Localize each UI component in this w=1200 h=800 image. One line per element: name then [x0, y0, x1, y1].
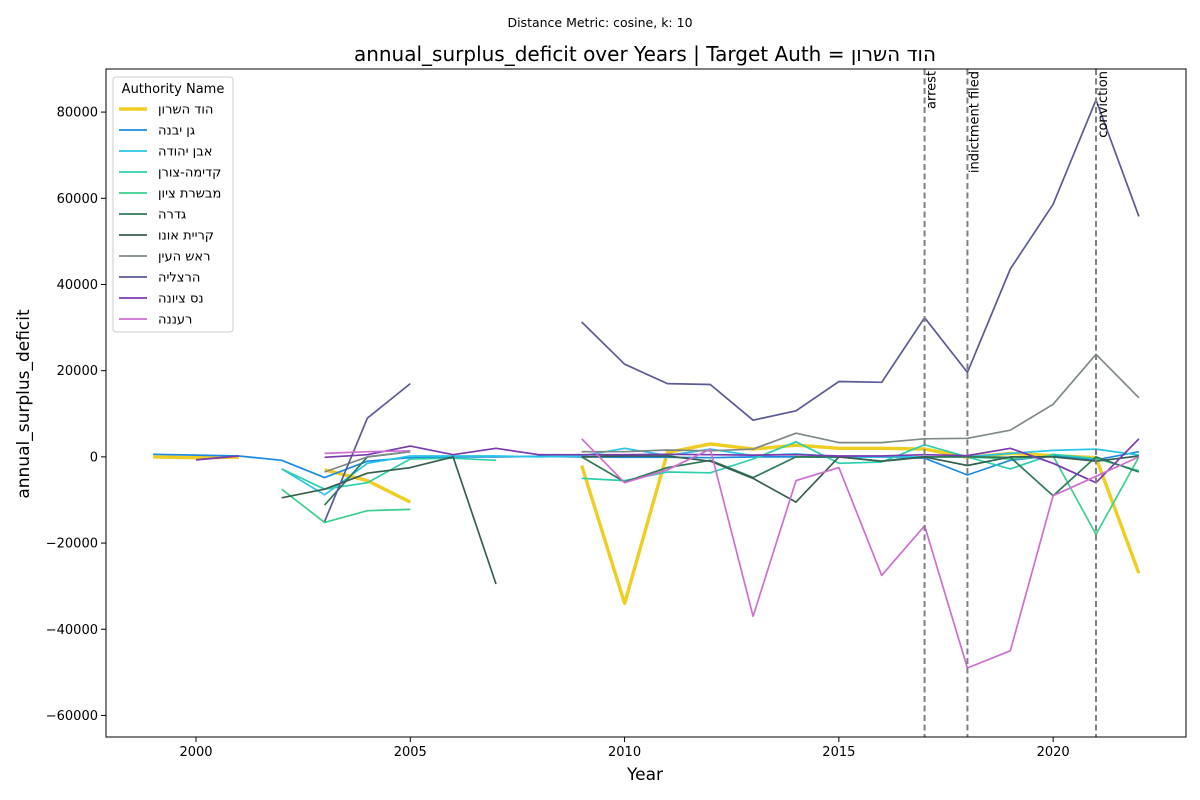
legend-label-1: גן יבנה	[158, 124, 195, 139]
legend-label-3: קדימה-צורן	[158, 166, 221, 181]
y-tick-label-3: 0	[90, 450, 98, 465]
plot-area: arrest indictment filed conviction 2000 2005…	[46, 68, 1187, 760]
event-label-0: arrest	[925, 71, 940, 109]
y-axis-label: annual_surplus_deficit	[14, 309, 34, 499]
series-line-4	[281, 455, 1140, 536]
legend-label-2: אבן יהודה	[158, 145, 212, 160]
x-tick-label-4: 2020	[1037, 745, 1070, 760]
y-tick-label-2: −20000	[46, 537, 98, 552]
series-line-7	[324, 353, 1140, 473]
series-group	[153, 99, 1141, 669]
legend-label-0: הוד השרון	[158, 103, 213, 118]
series-line-9	[195, 438, 1140, 484]
plot-frame	[105, 68, 1187, 738]
x-tick-label-1: 2005	[394, 745, 427, 760]
x-axis-label: Year	[626, 765, 663, 785]
legend: Authority Name הוד השרון גן יבנה אבן יהודה ק…	[112, 76, 234, 333]
x-tick-label-0: 2000	[179, 745, 212, 760]
y-tick-label-7: 80000	[57, 106, 98, 121]
event-label-1: indictment filed	[967, 71, 982, 173]
legend-label-6: קריית אונו	[158, 229, 214, 244]
legend-label-4: מבשרת ציון	[158, 187, 221, 202]
y-tick-label-0: −60000	[46, 709, 98, 724]
x-tick-label-2: 2010	[608, 745, 641, 760]
series-line-8	[323, 99, 1140, 522]
legend-box	[112, 76, 234, 333]
series-line-6	[281, 455, 1140, 585]
legend-label-7: ראש העין	[158, 250, 210, 265]
chart-title: annual_surplus_deficit over Years | Targ…	[354, 42, 936, 66]
y-tick-label-4: 20000	[57, 364, 98, 379]
y-tick-label-5: 40000	[57, 278, 98, 293]
legend-label-8: הרצליה	[158, 271, 200, 286]
legend-label-5: גדרה	[158, 208, 186, 223]
event-label-2: conviction	[1096, 71, 1111, 138]
x-tick-label-3: 2015	[822, 745, 855, 760]
legend-label-9: נס ציונה	[158, 292, 204, 307]
legend-title: Authority Name	[122, 82, 225, 97]
y-tick-label-1: −40000	[46, 623, 98, 638]
chart-suptitle: Distance Metric: cosine, k: 10	[507, 15, 692, 30]
series-line-10	[324, 438, 1140, 669]
series-line-1	[153, 450, 1140, 479]
legend-label-10: רעננה	[158, 313, 192, 328]
y-tick-label-6: 60000	[57, 192, 98, 207]
